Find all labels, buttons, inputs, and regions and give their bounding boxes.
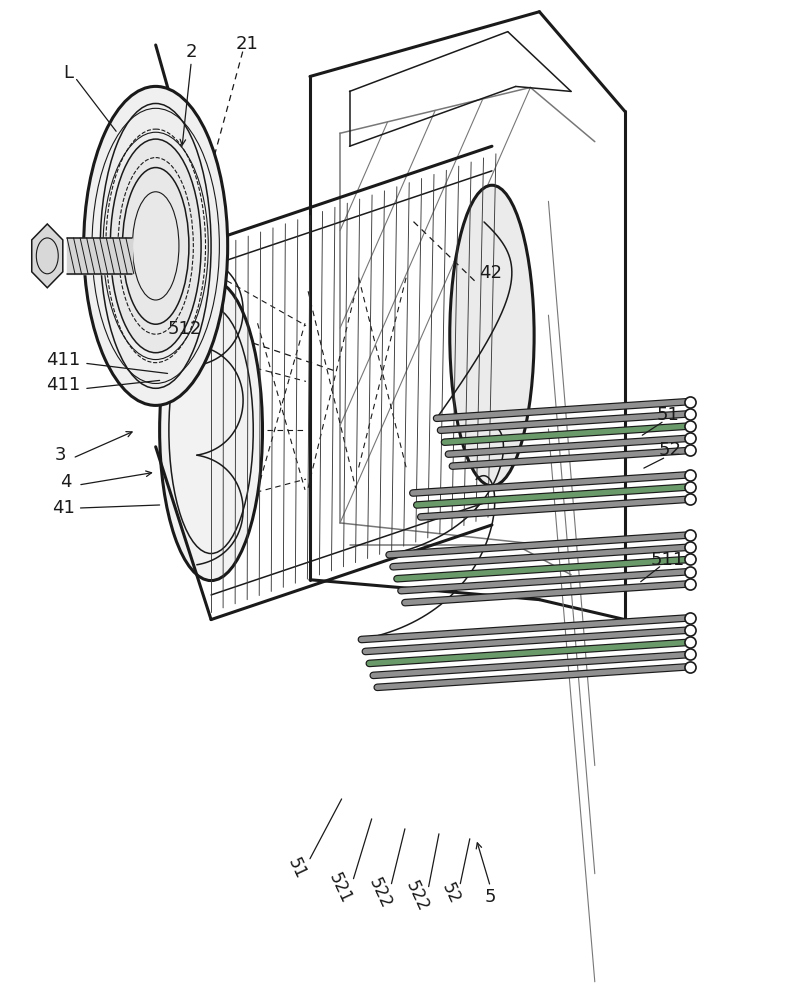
Text: 51: 51: [284, 855, 309, 882]
Ellipse shape: [110, 139, 201, 353]
Text: 411: 411: [46, 376, 80, 394]
Text: 4: 4: [60, 473, 72, 491]
Text: 522: 522: [364, 875, 395, 912]
Ellipse shape: [100, 103, 211, 388]
Ellipse shape: [449, 185, 534, 486]
Text: 522: 522: [402, 878, 432, 915]
Ellipse shape: [83, 86, 228, 405]
Text: 511: 511: [650, 551, 684, 569]
Text: 521: 521: [326, 870, 355, 907]
Text: 3: 3: [55, 446, 67, 464]
Text: 42: 42: [479, 264, 502, 282]
Text: L: L: [64, 64, 74, 82]
Ellipse shape: [160, 280, 263, 581]
Text: 52: 52: [658, 441, 681, 459]
Text: 2: 2: [186, 43, 197, 61]
Text: 51: 51: [656, 406, 679, 424]
Text: 21: 21: [235, 35, 258, 53]
Text: 5: 5: [484, 888, 496, 906]
Text: 52: 52: [438, 880, 464, 907]
Text: 411: 411: [46, 351, 80, 369]
Text: 41: 41: [52, 499, 75, 517]
Text: 512: 512: [168, 320, 202, 338]
Polygon shape: [32, 224, 63, 288]
